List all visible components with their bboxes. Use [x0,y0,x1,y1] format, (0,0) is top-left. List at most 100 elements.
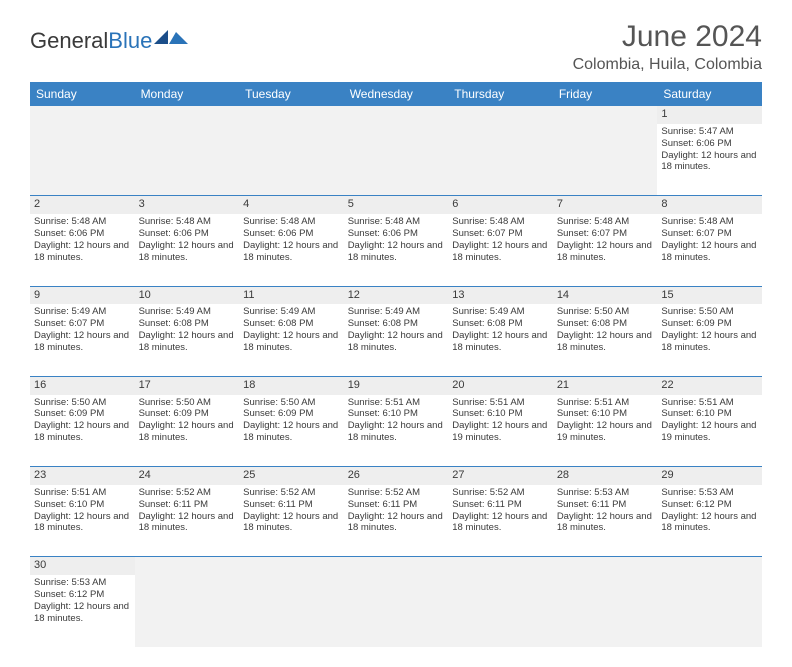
day-cell: Sunrise: 5:53 AMSunset: 6:11 PMDaylight:… [553,485,658,557]
month-title: June 2024 [573,20,762,54]
day-number: 14 [553,286,658,304]
sunset-line: Sunset: 6:07 PM [557,228,654,240]
daylight-line: Daylight: 12 hours and 18 minutes. [557,511,654,535]
sunrise-line: Sunrise: 5:53 AM [557,487,654,499]
day-number [553,557,658,575]
daylight-line: Daylight: 12 hours and 18 minutes. [243,511,340,535]
day-cell [239,575,344,647]
day-number: 11 [239,286,344,304]
day-number: 28 [553,467,658,485]
sunset-line: Sunset: 6:11 PM [139,499,236,511]
day-cell: Sunrise: 5:51 AMSunset: 6:10 PMDaylight:… [30,485,135,557]
day-number: 21 [553,376,658,394]
location-text: Colombia, Huila, Colombia [573,56,762,74]
sunset-line: Sunset: 6:11 PM [348,499,445,511]
day-header: Wednesday [344,82,449,106]
daylight-line: Daylight: 12 hours and 18 minutes. [139,330,236,354]
sunset-line: Sunset: 6:08 PM [139,318,236,330]
sunset-line: Sunset: 6:08 PM [348,318,445,330]
sunrise-line: Sunrise: 5:48 AM [348,216,445,228]
sunset-line: Sunset: 6:10 PM [34,499,131,511]
sunrise-line: Sunrise: 5:48 AM [34,216,131,228]
sunrise-line: Sunrise: 5:51 AM [661,397,758,409]
day-cell [135,575,240,647]
day-number: 4 [239,196,344,214]
day-number [344,106,449,124]
daylight-line: Daylight: 12 hours and 18 minutes. [348,420,445,444]
day-cell [344,575,449,647]
daylight-line: Daylight: 12 hours and 18 minutes. [661,150,758,174]
daylight-line: Daylight: 12 hours and 18 minutes. [139,240,236,264]
day-number-row: 16171819202122 [30,376,762,394]
week-row: Sunrise: 5:53 AMSunset: 6:12 PMDaylight:… [30,575,762,647]
day-cell: Sunrise: 5:51 AMSunset: 6:10 PMDaylight:… [553,395,658,467]
daylight-line: Daylight: 12 hours and 18 minutes. [452,330,549,354]
day-cell: Sunrise: 5:48 AMSunset: 6:06 PMDaylight:… [30,214,135,286]
header: GeneralBlue June 2024 Colombia, Huila, C… [30,20,762,74]
week-row: Sunrise: 5:48 AMSunset: 6:06 PMDaylight:… [30,214,762,286]
day-number-row: 30 [30,557,762,575]
day-header: Sunday [30,82,135,106]
day-number: 16 [30,376,135,394]
sunrise-line: Sunrise: 5:52 AM [452,487,549,499]
day-number-row: 23242526272829 [30,467,762,485]
day-cell: Sunrise: 5:51 AMSunset: 6:10 PMDaylight:… [657,395,762,467]
daylight-line: Daylight: 12 hours and 18 minutes. [34,240,131,264]
day-number: 27 [448,467,553,485]
sunset-line: Sunset: 6:11 PM [557,499,654,511]
day-cell: Sunrise: 5:48 AMSunset: 6:07 PMDaylight:… [448,214,553,286]
day-cell: Sunrise: 5:51 AMSunset: 6:10 PMDaylight:… [448,395,553,467]
sunrise-line: Sunrise: 5:49 AM [452,306,549,318]
sunset-line: Sunset: 6:10 PM [661,408,758,420]
day-number: 18 [239,376,344,394]
day-cell: Sunrise: 5:49 AMSunset: 6:08 PMDaylight:… [135,304,240,376]
daylight-line: Daylight: 12 hours and 18 minutes. [243,240,340,264]
daylight-line: Daylight: 12 hours and 19 minutes. [661,420,758,444]
day-number: 2 [30,196,135,214]
day-cell [448,124,553,196]
daylight-line: Daylight: 12 hours and 18 minutes. [243,420,340,444]
sunset-line: Sunset: 6:09 PM [139,408,236,420]
sunrise-line: Sunrise: 5:50 AM [661,306,758,318]
day-number: 29 [657,467,762,485]
calendar-page: GeneralBlue June 2024 Colombia, Huila, C… [0,0,792,667]
logo: GeneralBlue [30,20,188,54]
sunrise-line: Sunrise: 5:49 AM [139,306,236,318]
sunrise-line: Sunrise: 5:48 AM [557,216,654,228]
day-cell: Sunrise: 5:52 AMSunset: 6:11 PMDaylight:… [239,485,344,557]
day-cell: Sunrise: 5:48 AMSunset: 6:07 PMDaylight:… [657,214,762,286]
sunset-line: Sunset: 6:08 PM [557,318,654,330]
sunrise-line: Sunrise: 5:52 AM [348,487,445,499]
sunset-line: Sunset: 6:12 PM [661,499,758,511]
daylight-line: Daylight: 12 hours and 18 minutes. [348,511,445,535]
day-cell: Sunrise: 5:47 AMSunset: 6:06 PMDaylight:… [657,124,762,196]
day-number [30,106,135,124]
sunset-line: Sunset: 6:10 PM [452,408,549,420]
sunrise-line: Sunrise: 5:51 AM [348,397,445,409]
sunset-line: Sunset: 6:06 PM [139,228,236,240]
daylight-line: Daylight: 12 hours and 18 minutes. [348,240,445,264]
sunrise-line: Sunrise: 5:51 AM [34,487,131,499]
day-number-row: 9101112131415 [30,286,762,304]
daylight-line: Daylight: 12 hours and 19 minutes. [452,420,549,444]
sunset-line: Sunset: 6:11 PM [243,499,340,511]
title-block: June 2024 Colombia, Huila, Colombia [573,20,762,74]
day-cell [553,575,658,647]
day-number: 12 [344,286,449,304]
day-number: 7 [553,196,658,214]
day-number: 23 [30,467,135,485]
day-number: 19 [344,376,449,394]
week-row: Sunrise: 5:47 AMSunset: 6:06 PMDaylight:… [30,124,762,196]
day-number [135,557,240,575]
sunrise-line: Sunrise: 5:52 AM [139,487,236,499]
daylight-line: Daylight: 12 hours and 18 minutes. [34,601,131,625]
day-number-row: 2345678 [30,196,762,214]
day-cell: Sunrise: 5:50 AMSunset: 6:09 PMDaylight:… [135,395,240,467]
daylight-line: Daylight: 12 hours and 18 minutes. [34,330,131,354]
sunrise-line: Sunrise: 5:48 AM [139,216,236,228]
day-header: Friday [553,82,658,106]
day-number: 24 [135,467,240,485]
day-cell: Sunrise: 5:48 AMSunset: 6:06 PMDaylight:… [344,214,449,286]
day-cell: Sunrise: 5:52 AMSunset: 6:11 PMDaylight:… [448,485,553,557]
day-number [239,557,344,575]
